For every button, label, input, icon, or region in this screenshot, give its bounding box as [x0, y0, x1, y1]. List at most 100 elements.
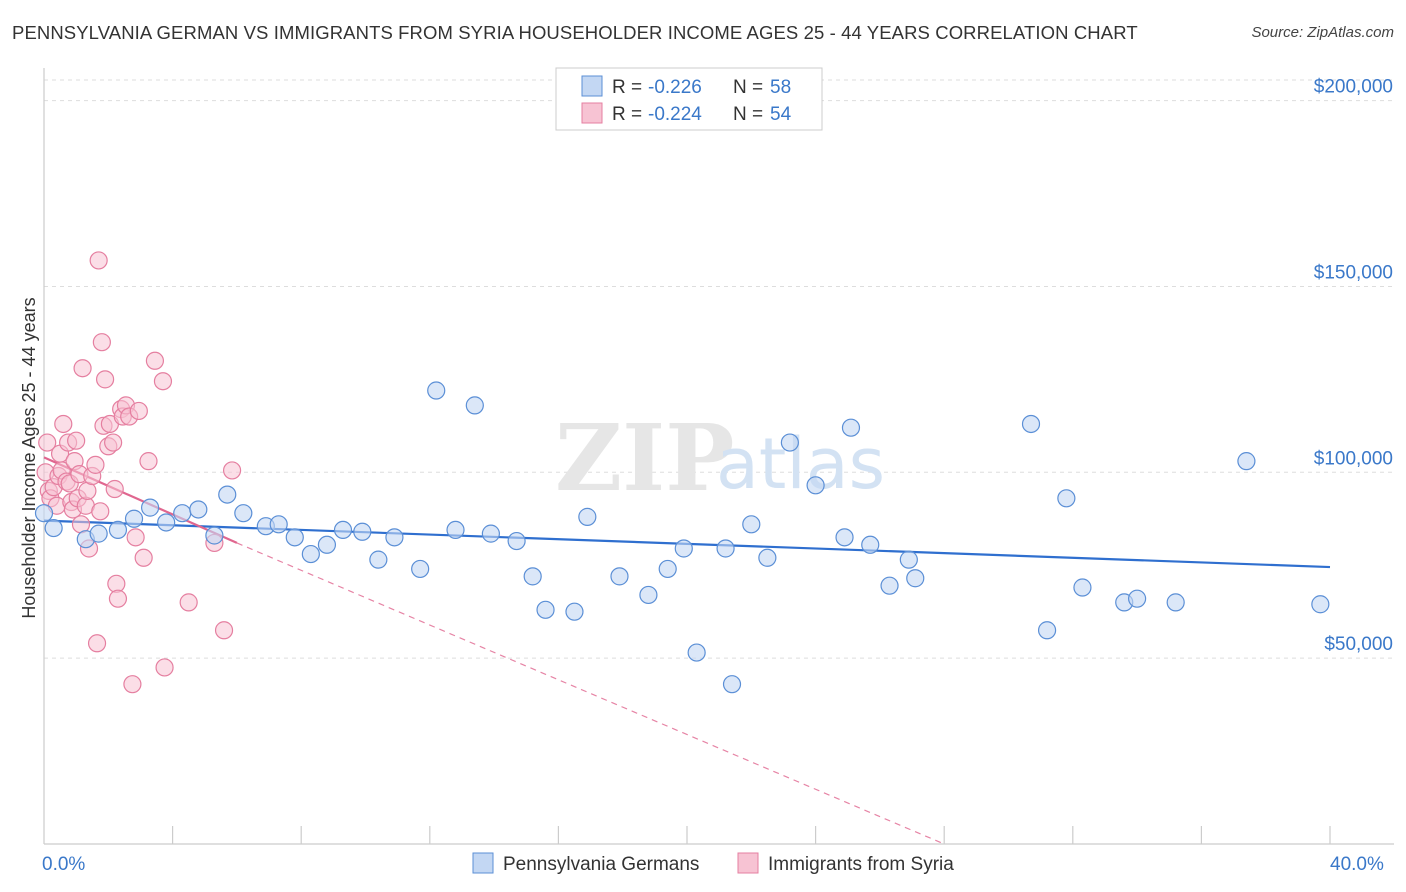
data-point-pa-german: [481, 524, 500, 543]
y-tick-label: $150,000: [1314, 262, 1393, 283]
data-point-pa-german: [610, 567, 629, 586]
watermark-atlas: atlas: [716, 423, 885, 505]
data-point-pa-german: [578, 507, 597, 526]
data-point-syria: [214, 621, 234, 640]
bottom-legend-swatch-blue: [472, 852, 494, 874]
data-point-pa-german: [780, 433, 799, 452]
data-point-syria: [108, 589, 128, 608]
data-point-pa-german: [536, 600, 555, 619]
bottom-legend-label-syria: Immigrants from Syria: [768, 854, 954, 875]
data-point-syria: [222, 461, 242, 480]
data-point-pa-german: [369, 550, 388, 569]
data-point-pa-german: [861, 535, 880, 554]
data-point-syria: [73, 359, 92, 378]
legend-r-label-2: R =: [612, 104, 642, 125]
data-point-pa-german: [1037, 621, 1057, 640]
data-point-pa-german: [234, 504, 253, 523]
x-axis-ticks: [172, 826, 1331, 844]
x-tick-label-max: 40.0%: [1330, 854, 1384, 875]
data-point-syria: [155, 658, 174, 677]
watermark-zip: ZIP: [555, 404, 734, 512]
data-point-syria: [134, 548, 153, 567]
data-point-syria: [92, 333, 111, 352]
watermark: ZIP atlas: [555, 404, 885, 512]
data-point-pa-german: [1021, 414, 1041, 434]
y-tick-label: $50,000: [1324, 634, 1393, 655]
source-credit: Source: ZipAtlas.com: [1251, 24, 1394, 41]
y-tick-label: $200,000: [1314, 77, 1393, 98]
data-point-pa-german: [880, 576, 899, 595]
data-point-pa-german: [301, 544, 320, 564]
data-point-pa-german: [507, 531, 526, 551]
data-point-pa-german: [317, 535, 337, 554]
data-point-syria: [38, 433, 57, 452]
data-point-pa-german: [173, 504, 192, 523]
legend-n-label-2: N =: [733, 104, 763, 125]
data-point-syria: [89, 251, 108, 270]
data-point-pa-german: [44, 518, 63, 538]
data-point-syria: [105, 479, 124, 499]
data-point-syria: [123, 675, 142, 694]
data-point-pa-german: [333, 520, 353, 540]
legend-r-value-1: -0.226: [648, 77, 702, 98]
data-point-pa-german: [674, 539, 693, 558]
legend: R = -0.226 N = 58 R = -0.224 N = 54: [555, 67, 823, 131]
data-point-pa-german: [758, 548, 777, 567]
legend-swatch-blue: [581, 75, 603, 97]
data-point-pa-german: [189, 500, 208, 519]
data-point-syria: [153, 372, 173, 391]
data-point-syria: [139, 452, 158, 471]
legend-n-value-1: 58: [770, 77, 791, 98]
data-point-syria: [87, 634, 107, 653]
data-point-pa-german: [1073, 578, 1092, 597]
data-point-syria: [54, 414, 73, 434]
data-point-pa-german: [108, 520, 128, 540]
data-point-pa-german: [565, 602, 584, 621]
legend-r-value-2: -0.224: [648, 104, 702, 125]
data-point-pa-german: [218, 485, 237, 504]
data-point-syria: [91, 502, 110, 521]
trend-line-syria-extension: [236, 542, 945, 845]
data-point-pa-german: [411, 559, 430, 579]
data-point-pa-german: [124, 509, 144, 528]
data-point-pa-german: [835, 528, 854, 547]
data-point-pa-german: [1311, 595, 1330, 614]
data-point-pa-german: [722, 675, 742, 694]
data-point-pa-german: [205, 526, 224, 545]
data-point-syria: [104, 433, 123, 452]
legend-n-label-1: N =: [733, 77, 763, 98]
data-point-pa-german: [89, 524, 108, 543]
data-point-pa-german: [353, 522, 372, 541]
data-point-pa-german: [140, 498, 160, 517]
data-point-pa-german: [465, 396, 484, 415]
bottom-legend-swatch-pink: [737, 852, 759, 874]
data-point-pa-german: [687, 643, 706, 662]
data-point-pa-german: [906, 569, 925, 588]
data-point-syria: [129, 401, 148, 421]
data-point-syria: [179, 593, 198, 612]
y-tick-labels: $50,000 $100,000 $150,000 $200,000: [1314, 77, 1393, 656]
data-point-pa-german: [285, 528, 304, 547]
data-point-pa-german: [269, 515, 288, 534]
x-tick-label-min: 0.0%: [42, 854, 85, 875]
bottom-legend: Pennsylvania Germans Immigrants from Syr…: [472, 852, 954, 875]
data-point-pa-german: [899, 550, 918, 569]
bottom-legend-label-pa-german: Pennsylvania Germans: [503, 854, 699, 875]
data-point-pa-german: [716, 539, 735, 558]
data-point-pa-german: [157, 513, 176, 532]
gridlines: [44, 79, 1394, 659]
data-point-pa-german: [523, 567, 542, 586]
data-point-pa-german: [34, 504, 54, 523]
data-point-syria: [145, 351, 165, 370]
data-point-pa-german: [742, 515, 761, 534]
data-point-syria: [95, 370, 115, 389]
chart-title: PENNSYLVANIA GERMAN VS IMMIGRANTS FROM S…: [12, 22, 1138, 43]
data-point-pa-german: [1237, 452, 1256, 471]
data-point-pa-german: [385, 528, 404, 547]
legend-r-label-1: R =: [612, 77, 642, 98]
data-point-syria: [67, 431, 86, 450]
data-point-syria: [126, 528, 145, 547]
series-pa-german-points: [34, 381, 1330, 694]
data-point-pa-german: [1166, 593, 1185, 612]
